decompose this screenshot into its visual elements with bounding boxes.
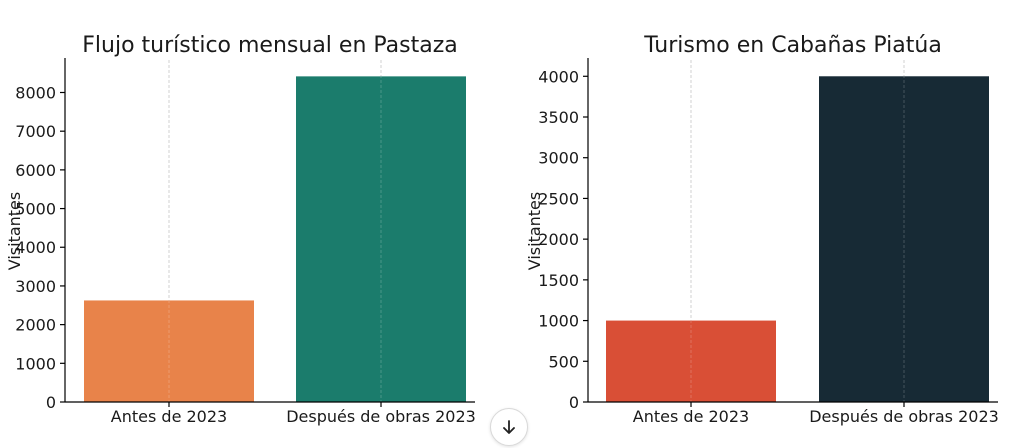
bar-1 [84, 300, 254, 402]
y-tick-label: 1000 [15, 354, 56, 373]
y-tick-label: 500 [548, 352, 579, 371]
x-tick-label: Antes de 2023 [111, 407, 227, 426]
y-tick-label: 3000 [538, 149, 579, 168]
y-tick-label: 0 [569, 393, 579, 412]
arrow-down-icon [503, 420, 515, 434]
y-axis-label: Visitantes [5, 192, 24, 271]
y-tick-label: 1000 [538, 312, 579, 331]
y-tick-label: 8000 [15, 83, 56, 102]
bar-2 [296, 76, 466, 402]
y-tick-label: 5000 [15, 200, 56, 219]
y-axis-label: Visitantes [525, 192, 544, 271]
chart-1: 0 1000 2000 3000 4000 5000 6000 7000 8000 Antes d… [5, 33, 476, 426]
bar-2 [819, 76, 989, 403]
y-tick-label: 0 [46, 393, 56, 412]
y-tick-label: 1500 [538, 271, 579, 290]
y-tick-label: 6000 [15, 161, 56, 180]
y-tick-label: 2000 [538, 230, 579, 249]
x-tick-label: Después de obras 2023 [809, 407, 999, 426]
y-tick-label: 4000 [15, 238, 56, 257]
x-tick-label: Después de obras 2023 [286, 407, 476, 426]
bar-1 [606, 320, 776, 402]
x-tick-label: Antes de 2023 [633, 407, 749, 426]
y-tick-label: 2000 [15, 316, 56, 335]
chart-2: 0 500 1000 1500 2000 2500 3000 3500 4000 Antes de… [525, 33, 999, 426]
chart-title: Flujo turístico mensual en Pastaza [82, 33, 457, 58]
y-tick-label: 3500 [538, 108, 579, 127]
scroll-down-button[interactable] [490, 408, 528, 446]
y-tick-label: 4000 [538, 67, 579, 86]
y-tick-label: 3000 [15, 277, 56, 296]
y-tick-label: 7000 [15, 122, 56, 141]
chart-title: Turismo en Cabañas Piatúa [643, 33, 942, 58]
y-tick-label: 2500 [538, 189, 579, 208]
